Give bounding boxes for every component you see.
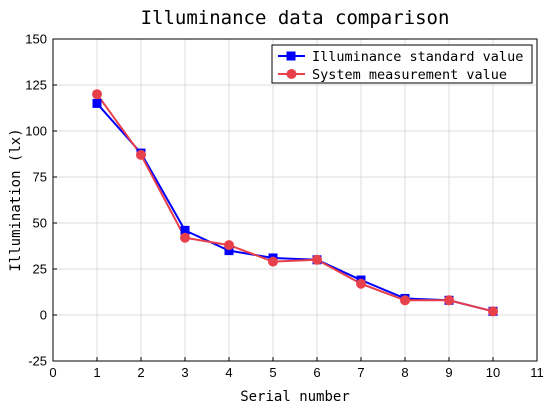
data-point-measurement <box>92 89 102 100</box>
legend-marker-measurement <box>286 69 297 79</box>
legend-label-standard: Illuminance standard value <box>312 49 523 65</box>
x-tick-label: 2 <box>137 365 144 380</box>
grid <box>53 39 537 361</box>
x-tick-label: 1 <box>93 365 100 380</box>
data-point-measurement <box>488 306 498 317</box>
y-tick-label: -25 <box>28 354 47 369</box>
x-tick-label: 6 <box>313 365 320 380</box>
legend-label-measurement: System measurement value <box>312 67 507 83</box>
data-point-measurement <box>356 278 366 289</box>
data-point-standard <box>92 98 102 108</box>
y-tick-label: 100 <box>25 124 47 139</box>
data-point-measurement <box>444 295 454 306</box>
y-tick-label: 25 <box>33 262 47 277</box>
data-point-measurement <box>224 240 234 251</box>
legend-box <box>271 44 533 84</box>
y-tick-label: 50 <box>33 216 47 231</box>
x-axis-label: Serial number <box>240 389 350 405</box>
data-point-measurement <box>136 149 146 160</box>
x-tick-label: 7 <box>357 365 364 380</box>
x-tick-label: 8 <box>401 365 408 380</box>
plot-frame <box>52 38 538 362</box>
x-tick-label: 4 <box>225 365 232 380</box>
legend-marker-standard <box>286 51 296 61</box>
x-tick-label: 0 <box>49 365 56 380</box>
data-point-standard <box>224 246 234 256</box>
x-tick-label: 3 <box>181 365 188 380</box>
series-line-standard <box>96 102 494 313</box>
data-point-measurement <box>180 232 190 243</box>
y-tick-label: 75 <box>33 170 47 185</box>
y-tick-label: 125 <box>25 78 47 93</box>
series-line-measurement <box>96 93 494 313</box>
data-point-measurement <box>268 256 278 267</box>
y-tick-label: 150 <box>25 32 47 47</box>
data-point-measurement <box>400 295 410 306</box>
x-tick-label: 10 <box>486 365 500 380</box>
chart-title: Illuminance data comparison <box>141 7 450 29</box>
y-axis-label: Illumination (lx) <box>8 128 24 271</box>
data-point-standard <box>180 225 190 235</box>
x-tick-label: 9 <box>445 365 452 380</box>
x-tick-label: 11 <box>530 365 544 380</box>
legend: Illuminance standard value System measur… <box>271 44 533 84</box>
plot-area <box>92 89 498 317</box>
y-tick-label: 0 <box>40 308 47 323</box>
data-point-measurement <box>312 254 322 265</box>
x-tick-label: 5 <box>269 365 276 380</box>
